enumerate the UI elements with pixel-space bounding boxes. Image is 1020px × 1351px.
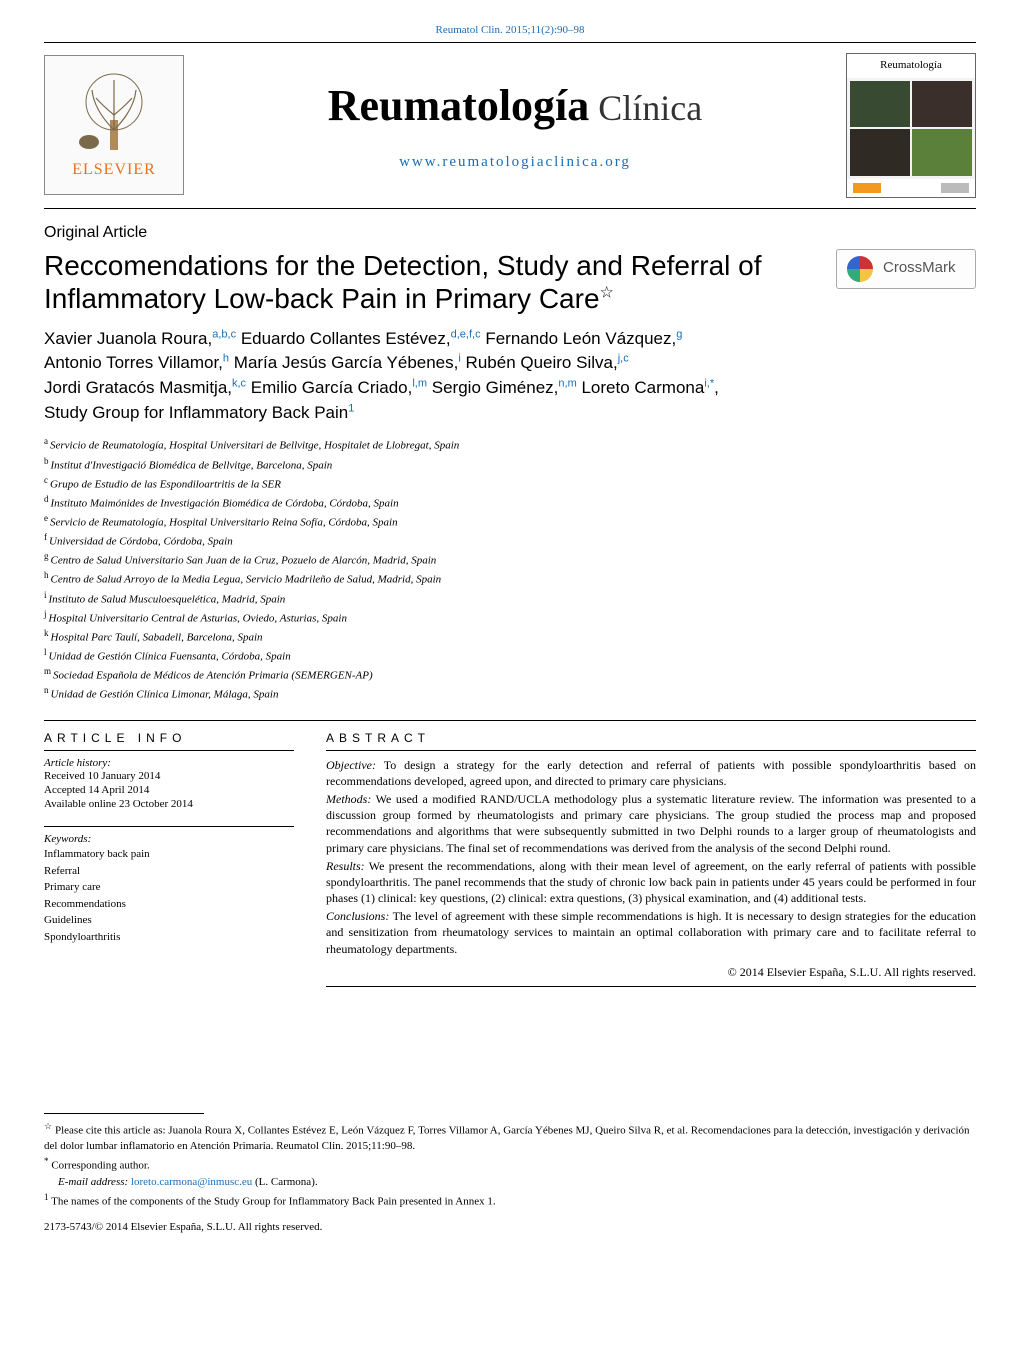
abstract-copyright: © 2014 Elsevier España, S.L.U. All right… bbox=[326, 965, 976, 980]
rule-ai-2 bbox=[44, 826, 294, 827]
author: Loreto Carmona bbox=[581, 378, 704, 397]
article-section-label: Original Article bbox=[44, 223, 976, 243]
publisher-logo: ELSEVIER bbox=[44, 55, 184, 195]
footnote-group: 1 The names of the components of the Stu… bbox=[44, 1191, 976, 1211]
journal-title-sub: Clínica bbox=[589, 88, 702, 128]
author: Eduardo Collantes Estévez, bbox=[241, 329, 451, 348]
affiliation: gCentro de Salud Universitario San Juan … bbox=[44, 550, 976, 569]
footnote-corresponding: * Corresponding author. bbox=[44, 1155, 976, 1175]
rule-abstract-bottom bbox=[326, 986, 976, 987]
keyword: Inflammatory back pain bbox=[44, 846, 294, 863]
author-list: Xavier Juanola Roura,a,b,c Eduardo Colla… bbox=[44, 327, 976, 426]
affiliation: aServicio de Reumatología, Hospital Univ… bbox=[44, 435, 976, 454]
cover-foot-grey-icon bbox=[941, 183, 969, 193]
cover-caption: Reumatología bbox=[847, 54, 975, 78]
author-group-sup[interactable]: 1 bbox=[348, 402, 354, 414]
article-info: article info Article history: Received 1… bbox=[44, 731, 294, 993]
author-aff[interactable]: j,c bbox=[618, 353, 629, 365]
journal-url-link[interactable]: www.reumatologiaclinica.org bbox=[202, 153, 828, 172]
article-title-text: Reccomendations for the Detection, Study… bbox=[44, 250, 762, 314]
author: Xavier Juanola Roura, bbox=[44, 329, 212, 348]
keyword: Spondyloarthritis bbox=[44, 929, 294, 946]
rule-above-info bbox=[44, 720, 976, 721]
author-aff[interactable]: n,m bbox=[558, 377, 576, 389]
affiliation: cGrupo de Estudio de las Espondiloartrit… bbox=[44, 474, 976, 493]
history-online: Available online 23 October 2014 bbox=[44, 798, 193, 810]
abstract: abstract Objective: To design a strategy… bbox=[326, 731, 976, 993]
affiliation: jHospital Universitario Central de Astur… bbox=[44, 608, 976, 627]
affiliation: hCentro de Salud Arroyo de la Media Legu… bbox=[44, 569, 976, 588]
footnote-email: E-mail address: loreto.carmona@inmusc.eu… bbox=[44, 1175, 976, 1191]
abstract-methods: Methods: We used a modified RAND/UCLA me… bbox=[326, 791, 976, 856]
journal-title-block: Reumatología Clínica www.reumatologiacli… bbox=[202, 78, 828, 172]
cover-foot-orange-icon bbox=[853, 183, 881, 193]
abstract-heading: abstract bbox=[326, 731, 976, 746]
title-footnote-star: ☆ bbox=[600, 284, 614, 301]
author: Jordi Gratacós Masmitja, bbox=[44, 378, 232, 397]
affiliation: fUniversidad de Córdoba, Córdoba, Spain bbox=[44, 531, 976, 550]
keyword: Referral bbox=[44, 863, 294, 880]
article-history: Article history: Received 10 January 201… bbox=[44, 757, 294, 812]
journal-title: Reumatología Clínica bbox=[202, 78, 828, 133]
rule-masthead bbox=[44, 208, 976, 209]
title-row: Reccomendations for the Detection, Study… bbox=[44, 249, 976, 315]
issn-copyright: 2173-5743/© 2014 Elsevier España, S.L.U.… bbox=[44, 1220, 976, 1236]
author-aff[interactable]: i bbox=[458, 353, 460, 365]
author: Sergio Giménez, bbox=[432, 378, 559, 397]
footnotes: ☆ Please cite this article as: Juanola R… bbox=[44, 1113, 976, 1237]
elsevier-tree-icon bbox=[64, 70, 164, 158]
author-aff[interactable]: g bbox=[676, 328, 682, 340]
author-aff[interactable]: l,m bbox=[412, 377, 427, 389]
masthead: ELSEVIER Reumatología Clínica www.reumat… bbox=[44, 53, 976, 198]
journal-title-main: Reumatología bbox=[328, 81, 590, 130]
affiliation: nUnidad de Gestión Clínica Limonar, Mála… bbox=[44, 684, 976, 703]
history-received: Received 10 January 2014 bbox=[44, 770, 160, 782]
affiliation: eServicio de Reumatología, Hospital Univ… bbox=[44, 512, 976, 531]
crossmark-label: CrossMark bbox=[883, 259, 956, 278]
affiliation-list: aServicio de Reumatología, Hospital Univ… bbox=[44, 435, 976, 703]
affiliation: iInstituto de Salud Musculoesquelética, … bbox=[44, 589, 976, 608]
journal-cover-thumbnail: Reumatología bbox=[846, 53, 976, 198]
info-abstract-row: article info Article history: Received 1… bbox=[44, 731, 976, 993]
author-aff[interactable]: k,c bbox=[232, 377, 246, 389]
keyword: Recommendations bbox=[44, 896, 294, 913]
keywords-label: Keywords: bbox=[44, 833, 91, 845]
abstract-results: Results: We present the recommendations,… bbox=[326, 858, 976, 907]
author-aff[interactable]: a,b,c bbox=[212, 328, 236, 340]
history-accepted: Accepted 14 April 2014 bbox=[44, 784, 149, 796]
article-title: Reccomendations for the Detection, Study… bbox=[44, 249, 820, 315]
rule-abstract bbox=[326, 750, 976, 751]
keywords-block: Keywords: Inflammatory back pain Referra… bbox=[44, 833, 294, 946]
author: Rubén Queiro Silva, bbox=[466, 353, 618, 372]
footnote-cite: ☆ Please cite this article as: Juanola R… bbox=[44, 1120, 976, 1156]
rule-ai bbox=[44, 750, 294, 751]
article-info-heading: article info bbox=[44, 731, 294, 746]
author-aff[interactable]: d,e,f,c bbox=[451, 328, 481, 340]
running-head: Reumatol Clin. 2015;11(2):90–98 bbox=[44, 24, 976, 38]
author-aff[interactable]: i,* bbox=[704, 377, 714, 389]
email-link[interactable]: loreto.carmona@inmusc.eu bbox=[131, 1176, 252, 1188]
author: Fernando León Vázquez, bbox=[485, 329, 676, 348]
affiliation: mSociedad Española de Médicos de Atenció… bbox=[44, 665, 976, 684]
keyword: Primary care bbox=[44, 879, 294, 896]
author-aff[interactable]: h bbox=[223, 353, 229, 365]
author: Emilio García Criado, bbox=[251, 378, 413, 397]
rule-footnotes bbox=[44, 1113, 204, 1114]
author-group: Study Group for Inflammatory Back Pain bbox=[44, 403, 348, 422]
author: Antonio Torres Villamor, bbox=[44, 353, 223, 372]
keyword: Guidelines bbox=[44, 912, 294, 929]
affiliation: bInstitut d'Investigació Biomédica de Be… bbox=[44, 455, 976, 474]
abstract-objective: Objective: To design a strategy for the … bbox=[326, 757, 976, 789]
publisher-name: ELSEVIER bbox=[72, 160, 156, 180]
affiliation: kHospital Parc Taulí, Sabadell, Barcelon… bbox=[44, 627, 976, 646]
rule-top bbox=[44, 42, 976, 43]
abstract-conclusions: Conclusions: The level of agreement with… bbox=[326, 908, 976, 957]
author: María Jesús García Yébenes, bbox=[234, 353, 459, 372]
crossmark-badge[interactable]: CrossMark bbox=[836, 249, 976, 289]
history-label: Article history: bbox=[44, 757, 111, 769]
affiliation: dInstituto Maimónides de Investigación B… bbox=[44, 493, 976, 512]
running-head-citation-link[interactable]: Reumatol Clin. 2015;11(2):90–98 bbox=[436, 24, 585, 36]
affiliation: lUnidad de Gestión Clínica Fuensanta, Có… bbox=[44, 646, 976, 665]
crossmark-icon bbox=[845, 254, 875, 284]
